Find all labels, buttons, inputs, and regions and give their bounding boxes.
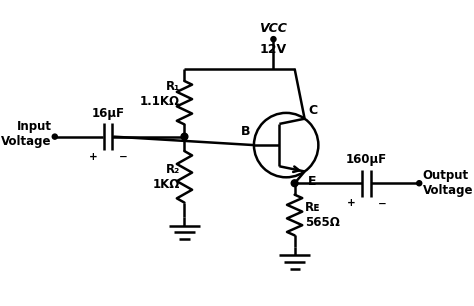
- Text: Input
Voltage: Input Voltage: [1, 120, 51, 148]
- Text: Output
Voltage: Output Voltage: [423, 169, 473, 197]
- Text: R₂
1KΩ: R₂ 1KΩ: [153, 163, 180, 191]
- Text: −: −: [378, 199, 386, 208]
- Text: +: +: [347, 199, 356, 208]
- Text: C: C: [308, 104, 317, 117]
- Text: VCC: VCC: [259, 22, 287, 35]
- Text: −: −: [119, 152, 128, 162]
- Circle shape: [52, 134, 57, 139]
- Circle shape: [417, 181, 422, 186]
- Text: Rᴇ
565Ω: Rᴇ 565Ω: [305, 201, 340, 229]
- Text: +: +: [89, 152, 97, 162]
- Text: R₁
1.1KΩ: R₁ 1.1KΩ: [140, 80, 180, 108]
- Circle shape: [181, 133, 188, 140]
- Circle shape: [271, 37, 276, 42]
- Text: 12V: 12V: [260, 43, 287, 56]
- Circle shape: [291, 180, 298, 187]
- Text: B: B: [241, 125, 251, 138]
- Text: 160μF: 160μF: [346, 153, 387, 166]
- Text: E: E: [308, 175, 317, 188]
- Text: 16μF: 16μF: [91, 107, 125, 120]
